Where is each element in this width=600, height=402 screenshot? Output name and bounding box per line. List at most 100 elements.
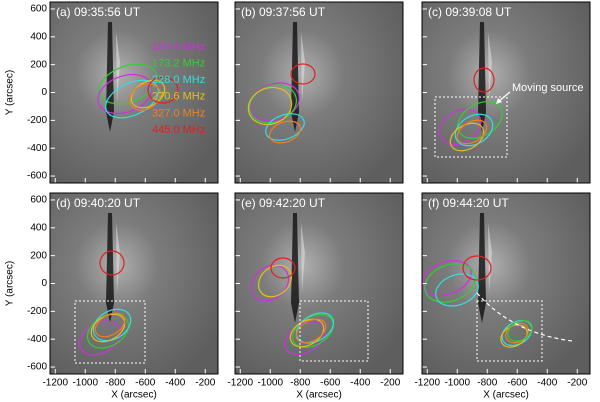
x-axis-label: X (arcsec): [296, 390, 342, 401]
panel-title: (a) 09:35:56 UT: [56, 5, 141, 19]
legend-entry: 445.0 MHz: [152, 124, 205, 136]
region-box: [476, 300, 543, 362]
y-tick-label: -400: [27, 334, 47, 345]
radio-source: [462, 255, 492, 281]
streak: [116, 32, 120, 102]
y-tick-label: 600: [30, 195, 47, 206]
streak: [116, 223, 120, 293]
x-tick-label: -1200: [42, 378, 68, 389]
panel: -1200 -1000 -800 -600 -400 -200 (e) 09:42:20 U…: [227, 192, 404, 401]
x-tick-label: -400: [165, 378, 185, 389]
streak: [488, 32, 492, 102]
frame: [234, 1, 404, 184]
x-tick-label: -600: [320, 378, 340, 389]
region-box: [74, 300, 146, 364]
y-tick-label: 400: [30, 222, 47, 233]
radio-source: [290, 63, 316, 85]
frame: [421, 192, 591, 375]
radio-source: [289, 318, 325, 348]
x-tick-label: -200: [380, 378, 400, 389]
solar-image: [235, 193, 403, 374]
x-tick-label: -800: [477, 378, 497, 389]
radio-source: [130, 79, 166, 109]
panel-title: (d) 09:40:20 UT: [56, 196, 141, 210]
x-tick-label: -1000: [444, 378, 470, 389]
y-axis-label: Y (arcsec): [5, 70, 16, 115]
x-tick-label: -1200: [414, 378, 440, 389]
x-tick-label: -1000: [257, 378, 283, 389]
radio-source: [257, 264, 293, 298]
frame: [49, 192, 219, 375]
radio-source: [147, 76, 179, 104]
x-tick-label: -600: [135, 378, 155, 389]
radio-source: [250, 82, 300, 122]
region-box: [434, 96, 508, 158]
panel: -1200 -1000 -800 -600 -400 -200 -600 -400 -200 0 2…: [5, 192, 219, 401]
radio-source: [422, 260, 472, 296]
x-tick-label: -600: [507, 378, 527, 389]
panel: (c) 09:39:08 UT Moving source: [421, 1, 591, 184]
arrow-head: [496, 98, 502, 104]
radio-source: [247, 86, 293, 126]
radio-source: [98, 63, 158, 105]
region-box: [299, 300, 369, 362]
legend-entry: 173.2 MHz: [152, 58, 205, 70]
radio-source: [424, 263, 476, 303]
y-tick-label: 0: [41, 278, 47, 289]
streak: [291, 22, 299, 132]
annotation: Moving source: [512, 82, 584, 94]
frame: [421, 1, 591, 184]
radio-source: [435, 273, 479, 307]
x-tick-label: -400: [350, 378, 370, 389]
frame: [234, 192, 404, 375]
radio-source: [270, 257, 296, 279]
y-tick-label: 200: [30, 59, 47, 70]
radio-source: [92, 308, 132, 342]
panel-title: (e) 09:42:20 UT: [241, 196, 326, 210]
solar-image: [50, 193, 218, 374]
y-tick-label: -600: [27, 171, 47, 182]
x-tick-label: -1000: [72, 378, 98, 389]
y-tick-label: -600: [27, 362, 47, 373]
solar-image: [235, 2, 403, 183]
y-tick-label: 0: [41, 87, 47, 98]
radio-source: [438, 108, 482, 146]
radio-source: [295, 318, 327, 344]
legend-entry: 270.6 MHz: [152, 91, 205, 103]
streak: [478, 22, 486, 132]
y-tick-label: 400: [30, 31, 47, 42]
y-tick-label: -400: [27, 143, 47, 154]
y-tick-label: -200: [27, 306, 47, 317]
streak: [106, 213, 114, 323]
x-tick-label: -200: [567, 378, 587, 389]
y-tick-label: 200: [30, 250, 47, 261]
radio-source: [449, 122, 485, 152]
solar-image: [50, 2, 218, 183]
x-axis-label: X (arcsec): [111, 390, 157, 401]
radio-source: [265, 113, 305, 141]
radio-source: [249, 84, 297, 124]
radio-source: [129, 83, 161, 111]
radio-source: [473, 67, 495, 93]
x-tick-label: -800: [105, 378, 125, 389]
radio-source: [94, 312, 126, 338]
legend-entry: 327.0 MHz: [152, 107, 205, 119]
solar-image: [422, 2, 590, 183]
x-tick-label: -400: [537, 378, 557, 389]
radio-source: [456, 119, 488, 145]
panel: -600 -400 -200 0 200 400 600 (a) 09:35:56 UT Y (…: [5, 1, 219, 184]
y-axis-label: Y (arcsec): [5, 261, 16, 306]
panel-title: (c) 09:39:08 UT: [428, 5, 512, 19]
radio-source: [457, 101, 503, 139]
streak: [106, 22, 114, 132]
radio-source: [99, 250, 125, 276]
x-tick-label: -200: [195, 378, 215, 389]
streak: [301, 223, 305, 293]
radio-source: [454, 113, 494, 147]
x-axis-label: X (arcsec): [483, 390, 529, 401]
frame: [49, 1, 219, 184]
legend-entry: 150.9 MHz: [152, 41, 205, 53]
legend-entry: 228.0 MHz: [152, 74, 205, 86]
radio-source: [250, 264, 290, 302]
